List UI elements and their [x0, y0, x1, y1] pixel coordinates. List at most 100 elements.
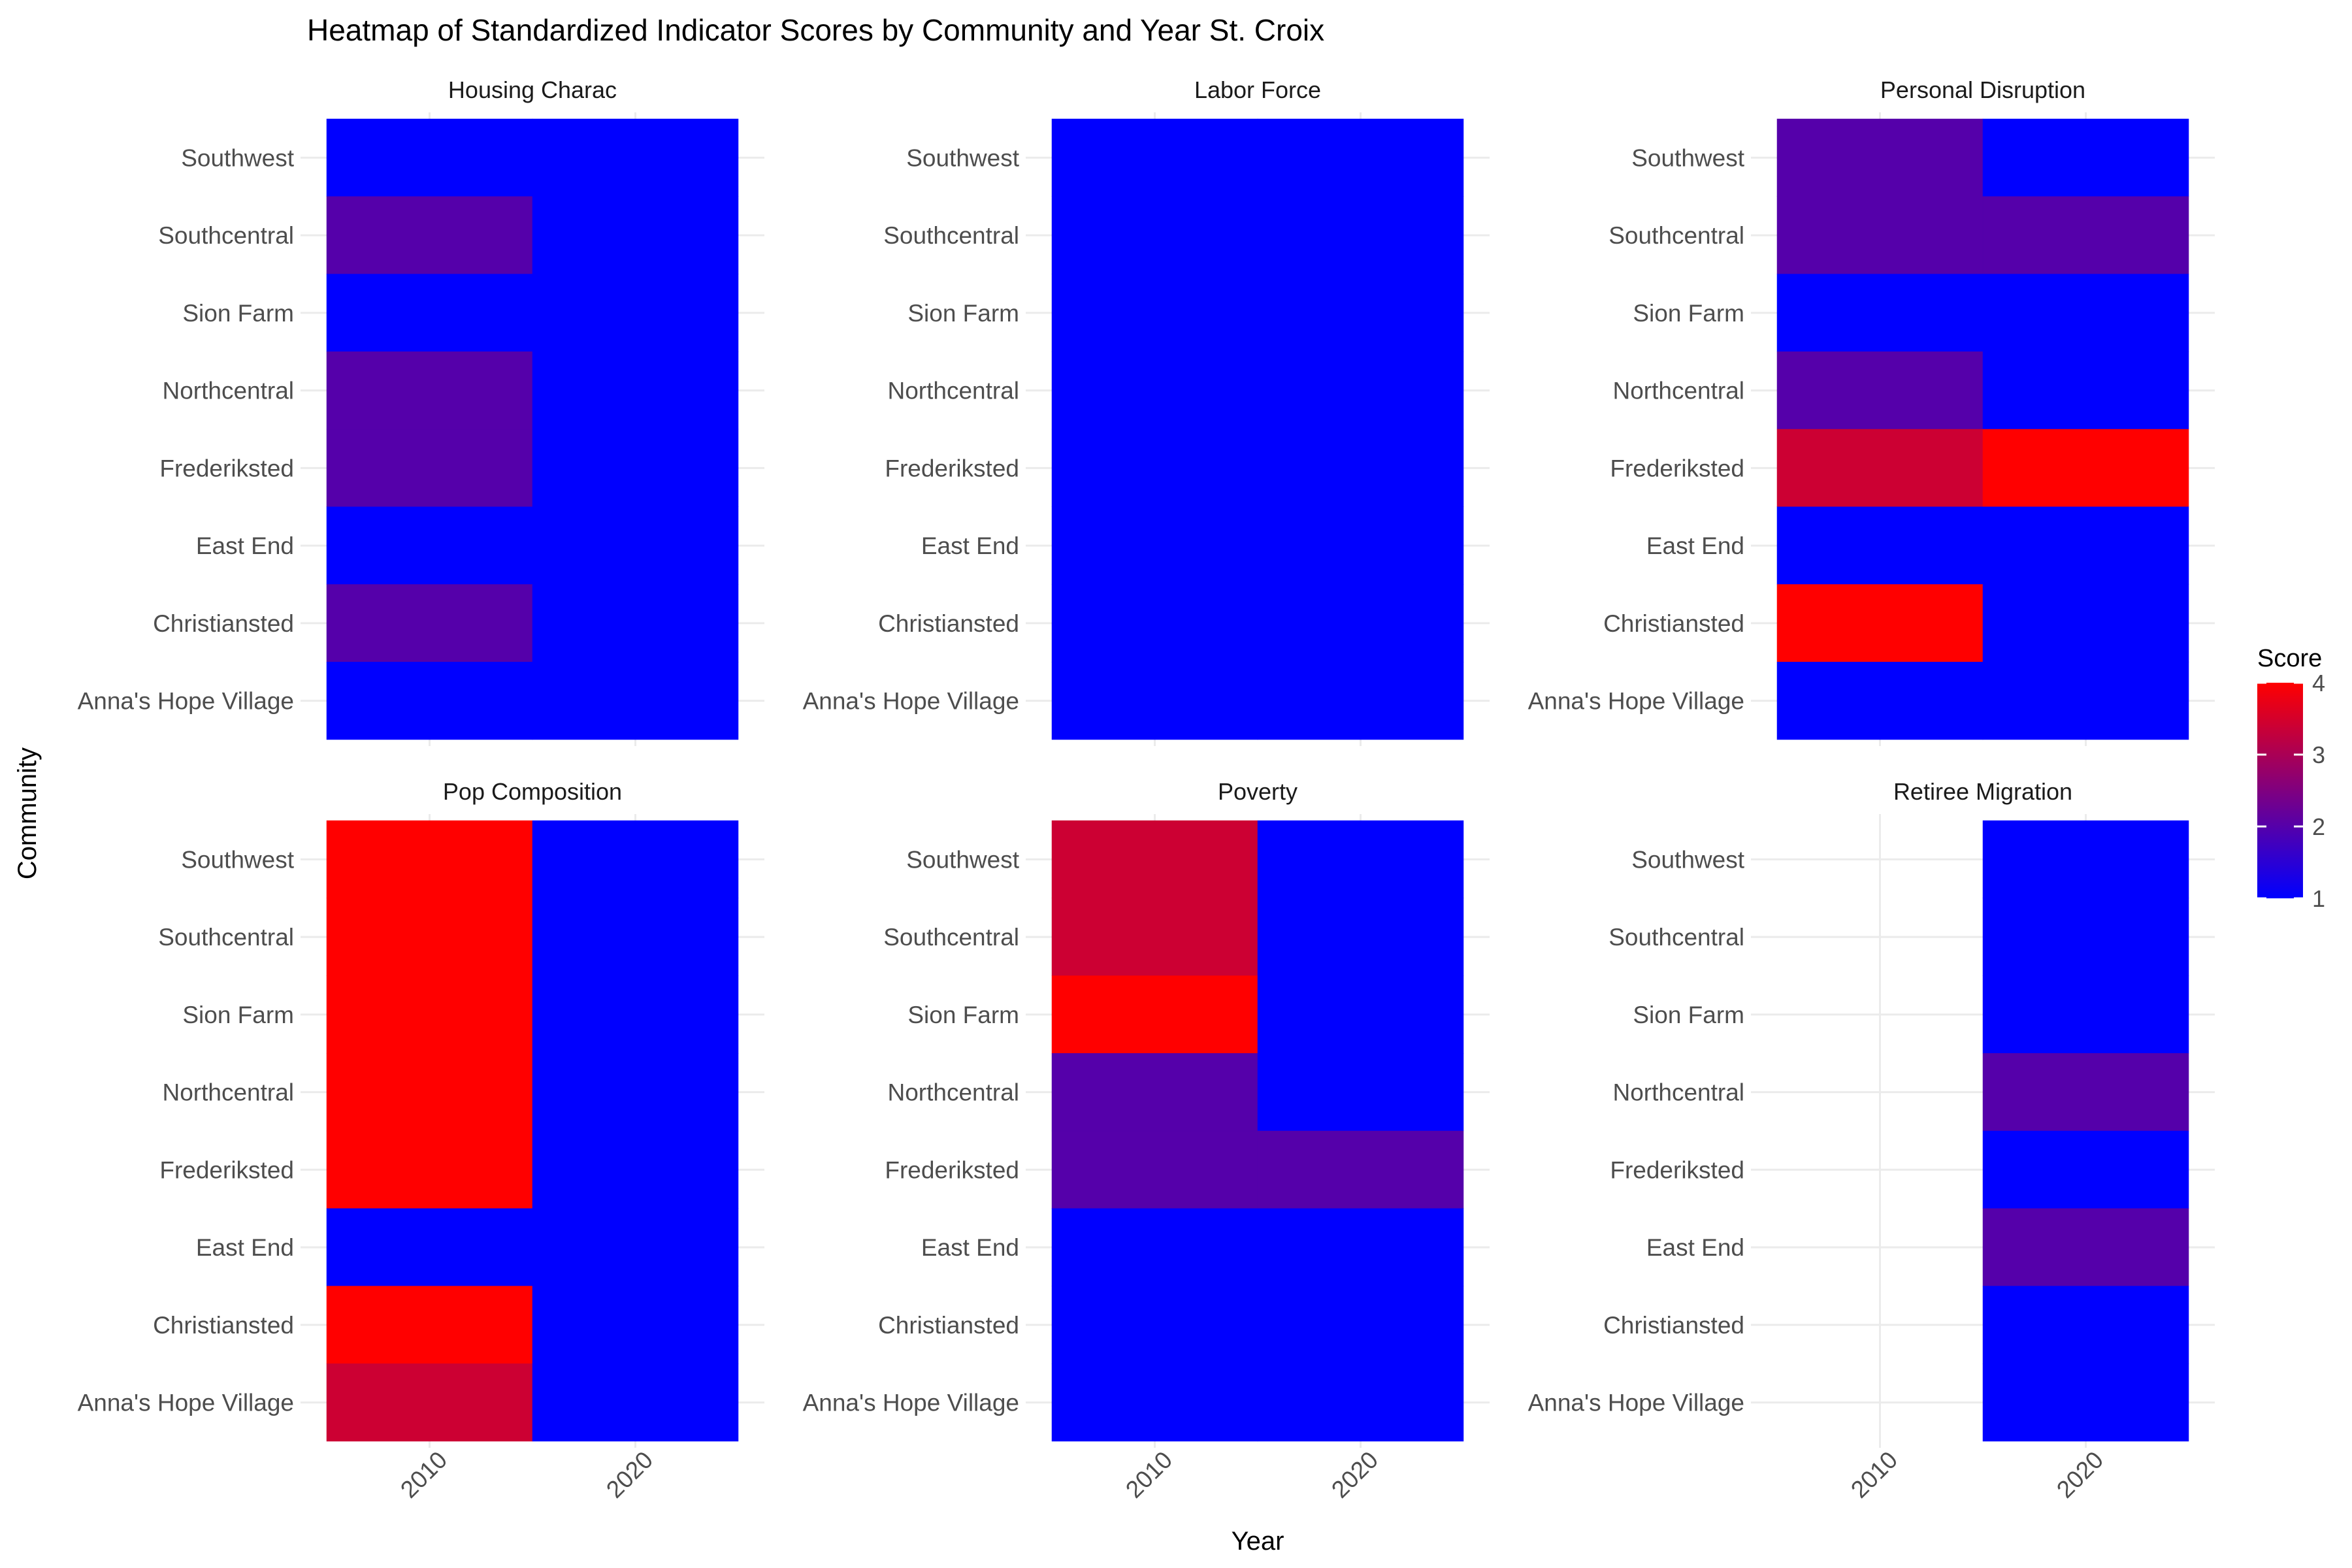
y-tick-label: Christiansted — [153, 610, 294, 637]
heatmap-cell-sion-farm-2020 — [532, 975, 739, 1054]
heatmap-cell-southcentral-2020 — [1982, 196, 2189, 274]
heatmap-cell-christiansted-2010 — [1051, 584, 1258, 662]
heatmap-cell-southwest-2020 — [1982, 118, 2189, 197]
heatmap-cell-christiansted-2010 — [1051, 1286, 1258, 1364]
heatmap-cell-frederiksted-2010 — [326, 1130, 533, 1209]
heatmap-cell-northcentral-2010 — [1776, 351, 1984, 430]
heatmap-cell-sion-farm-2020 — [532, 274, 739, 352]
y-tick-label: Frederiksted — [885, 1156, 1019, 1183]
y-tick-label: Northcentral — [1612, 378, 1744, 404]
heatmap-cell-frederiksted-2010 — [1051, 429, 1258, 507]
legend-tick-label: 1 — [2312, 885, 2325, 912]
y-tick-label: Southwest — [181, 144, 294, 171]
heatmap-cell-frederiksted-2020 — [1257, 1130, 1464, 1209]
heatmap-cell-sion-farm-2020 — [1982, 274, 2189, 352]
y-tick-label: Southwest — [906, 846, 1019, 873]
y-tick-label: Southwest — [1631, 144, 1744, 171]
heatmap-cell-northcentral-2020 — [1257, 351, 1464, 430]
heatmap-cell-christiansted-2020 — [532, 584, 739, 662]
facet-strip-title: Pop Composition — [443, 778, 622, 805]
heatmap-cell-east-end-2020 — [532, 1208, 739, 1286]
heatmap-cell-southcentral-2010 — [1051, 898, 1258, 976]
heatmap-cell-anna-s-hope-village-2010 — [1051, 1364, 1258, 1442]
y-tick-label: Frederiksted — [1610, 1156, 1744, 1183]
y-tick-label: Anna's Hope Village — [1528, 688, 1744, 715]
y-tick-label: Sion Farm — [907, 1002, 1019, 1028]
heatmap-cell-christiansted-2020 — [532, 1286, 739, 1364]
heatmap-cell-southcentral-2020 — [532, 196, 739, 274]
y-tick-label: Sion Farm — [182, 300, 294, 327]
color-legend: Score 1 2 3 4 — [2257, 645, 2325, 912]
heatmap-cell-anna-s-hope-village-2010 — [326, 662, 533, 740]
y-tick-label: Anna's Hope Village — [78, 688, 294, 715]
heatmap-cell-christiansted-2010 — [1776, 584, 1984, 662]
y-tick-label: East End — [196, 532, 294, 559]
heatmap-cell-christiansted-2020 — [1257, 1286, 1464, 1364]
heatmap-tiles — [326, 118, 739, 740]
facet-strip-title: Housing Charac — [448, 76, 617, 103]
heatmap-cell-southwest-2010 — [326, 820, 533, 898]
heatmap-cell-northcentral-2020 — [1982, 351, 2189, 430]
heatmap-cell-east-end-2010 — [1776, 506, 1984, 585]
heatmap-cell-southcentral-2020 — [1982, 898, 2189, 976]
heatmap-cell-southcentral-2020 — [532, 898, 739, 976]
y-tick-label: Frederiksted — [159, 1156, 294, 1183]
heatmap-cell-anna-s-hope-village-2010 — [1051, 662, 1258, 740]
y-tick-label: Frederiksted — [1610, 455, 1744, 482]
heatmap-cell-christiansted-2020 — [1257, 584, 1464, 662]
heatmap-cell-sion-farm-2010 — [1051, 274, 1258, 352]
y-tick-label: Northcentral — [887, 1079, 1019, 1106]
heatmap-cell-anna-s-hope-village-2020 — [1257, 662, 1464, 740]
heatmap-cell-northcentral-2010 — [1051, 1053, 1258, 1132]
heatmap-cell-anna-s-hope-village-2020 — [532, 662, 739, 740]
heatmap-cell-christiansted-2020 — [1982, 584, 2189, 662]
y-tick-label: East End — [196, 1234, 294, 1261]
heatmap-cell-east-end-2020 — [1257, 1208, 1464, 1286]
heatmap-cell-southcentral-2020 — [1257, 898, 1464, 976]
heatmap-tiles — [1051, 820, 1464, 1442]
heatmap-cell-southcentral-2010 — [1051, 196, 1258, 274]
y-tick-label: Southcentral — [883, 222, 1019, 249]
heatmap-cell-southwest-2020 — [1257, 118, 1464, 197]
heatmap-cell-sion-farm-2010 — [326, 274, 533, 352]
facet-panel-pop-composition: Pop Composition Southwest Southcentral Sion… — [78, 778, 764, 1503]
y-tick-label: Sion Farm — [182, 1002, 294, 1028]
heatmap-cell-sion-farm-2010 — [1776, 274, 1984, 352]
heatmap-cell-frederiksted-2020 — [1257, 429, 1464, 507]
y-tick-label: Sion Farm — [907, 300, 1019, 327]
y-tick-labels: Southwest Southcentral Sion Farm Northcentr… — [1528, 144, 1745, 714]
heatmap-cell-frederiksted-2010 — [326, 429, 533, 507]
y-tick-label: Southwest — [1631, 846, 1744, 873]
heatmap-cell-sion-farm-2020 — [1257, 975, 1464, 1054]
legend-title: Score — [2257, 645, 2322, 672]
y-tick-label: Christiansted — [153, 1312, 294, 1339]
heatmap-cell-southwest-2020 — [1257, 820, 1464, 898]
heatmap-cell-christiansted-2010 — [326, 1286, 533, 1364]
heatmap-tiles — [1051, 118, 1464, 740]
y-tick-label: Anna's Hope Village — [803, 688, 1019, 715]
heatmap-cell-east-end-2010 — [326, 1208, 533, 1286]
heatmap-cell-sion-farm-2020 — [1257, 274, 1464, 352]
legend-colorbar — [2257, 683, 2303, 898]
heatmap-tiles — [326, 820, 739, 1442]
heatmap-cell-christiansted-2010 — [326, 584, 533, 662]
y-tick-labels: Southwest Southcentral Sion Farm Northcentr… — [803, 144, 1020, 714]
heatmap-cell-east-end-2010 — [1051, 506, 1258, 585]
heatmap-cell-anna-s-hope-village-2010 — [326, 1364, 533, 1442]
y-tick-label: East End — [1646, 1234, 1744, 1261]
heatmap-cell-northcentral-2020 — [532, 351, 739, 430]
heatmap-cell-southcentral-2020 — [1257, 196, 1464, 274]
y-tick-labels: Southwest Southcentral Sion Farm Northcentr… — [78, 144, 295, 714]
facet-panel-personal-disruption: Personal Disruption Southwest Southcentral… — [1528, 76, 2215, 746]
heatmap-cell-east-end-2020 — [1982, 506, 2189, 585]
y-tick-label: Anna's Hope Village — [1528, 1390, 1744, 1416]
heatmap-cell-northcentral-2010 — [326, 1053, 533, 1132]
facet-strip-title: Personal Disruption — [1880, 76, 2085, 103]
heatmap-cell-anna-s-hope-village-2020 — [1982, 662, 2189, 740]
y-tick-label: Christiansted — [878, 1312, 1019, 1339]
y-tick-label: Sion Farm — [1633, 1002, 1744, 1028]
heatmap-cell-northcentral-2010 — [1051, 351, 1258, 430]
heatmap-cell-northcentral-2020 — [1982, 1053, 2189, 1132]
heatmap-cell-east-end-2010 — [326, 506, 533, 585]
heatmap-cell-east-end-2010 — [1051, 1208, 1258, 1286]
